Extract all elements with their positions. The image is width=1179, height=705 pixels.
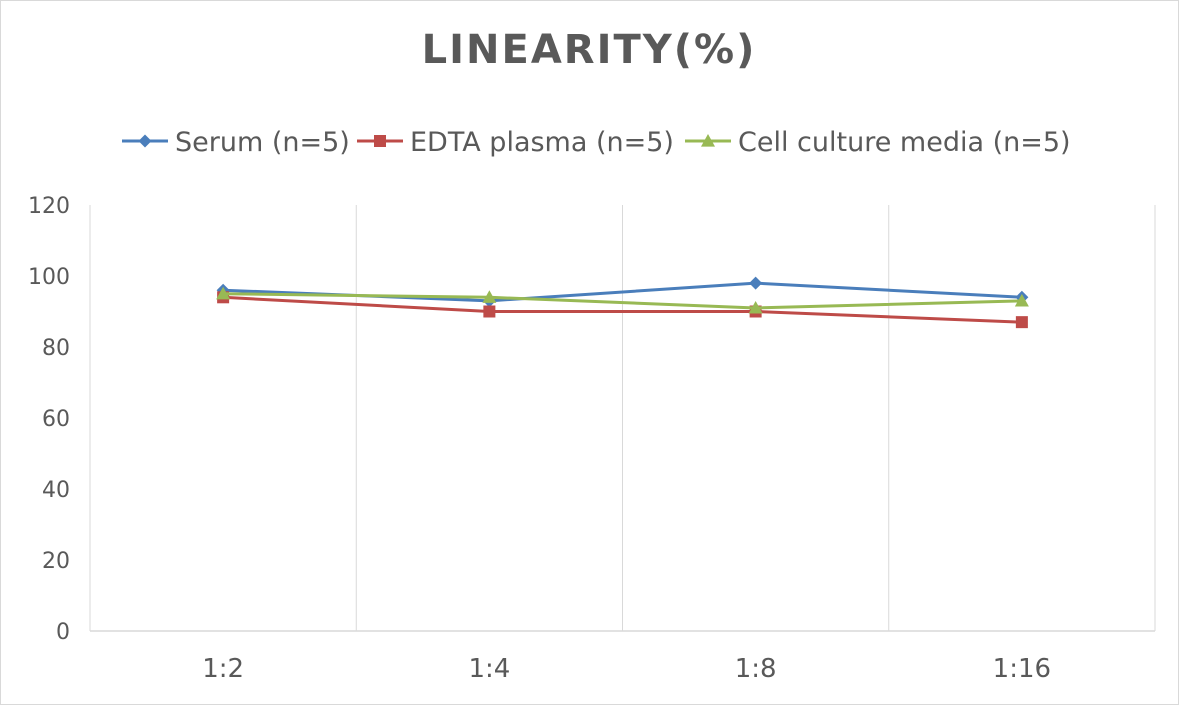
grid-lines [89, 205, 1156, 632]
series-layer [216, 276, 1029, 329]
x-tick-label: 1:16 [993, 654, 1051, 684]
legend-marker [701, 134, 715, 147]
data-point [1015, 316, 1028, 329]
data-point [216, 286, 231, 300]
y-tick-label: 0 [56, 620, 70, 645]
chart-title: LINEARITY(%) [422, 27, 757, 73]
y-tick-label: 40 [42, 478, 70, 503]
legend-label: Cell culture media (n=5) [738, 127, 1071, 158]
x-tick-label: 1:8 [735, 654, 777, 684]
chart-legend: Serum (n=5) EDTA plasma (n=5) Cell culture… [122, 127, 1071, 158]
legend-item: Cell culture media (n=5) [685, 127, 1071, 158]
legend-marker [138, 134, 152, 148]
x-tick-label: 1:2 [202, 654, 244, 684]
y-tick-label: 100 [28, 265, 70, 290]
y-tick-label: 60 [42, 407, 70, 432]
legend-item: Serum (n=5) [122, 127, 350, 158]
legend-item: EDTA plasma (n=5) [357, 127, 674, 158]
data-point [482, 290, 497, 303]
series-3 [216, 286, 1029, 314]
y-tick-label: 120 [28, 194, 70, 219]
y-tick-label: 20 [42, 549, 70, 574]
legend-label: Serum (n=5) [175, 127, 350, 158]
data-point [749, 276, 763, 290]
data-point [1014, 293, 1029, 307]
data-point [748, 300, 763, 314]
data-point [483, 305, 496, 318]
x-axis-ticks: 1:2 1:4 1:8 1:16 [202, 654, 1051, 684]
series-line [223, 292, 1022, 310]
y-tick-label: 80 [42, 336, 70, 361]
y-axis-ticks: 0 20 40 60 80 100 120 [28, 194, 70, 645]
x-tick-label: 1:4 [468, 654, 510, 684]
legend-label: EDTA plasma (n=5) [410, 127, 674, 158]
series-line [223, 295, 1022, 324]
legend-marker [374, 135, 386, 147]
